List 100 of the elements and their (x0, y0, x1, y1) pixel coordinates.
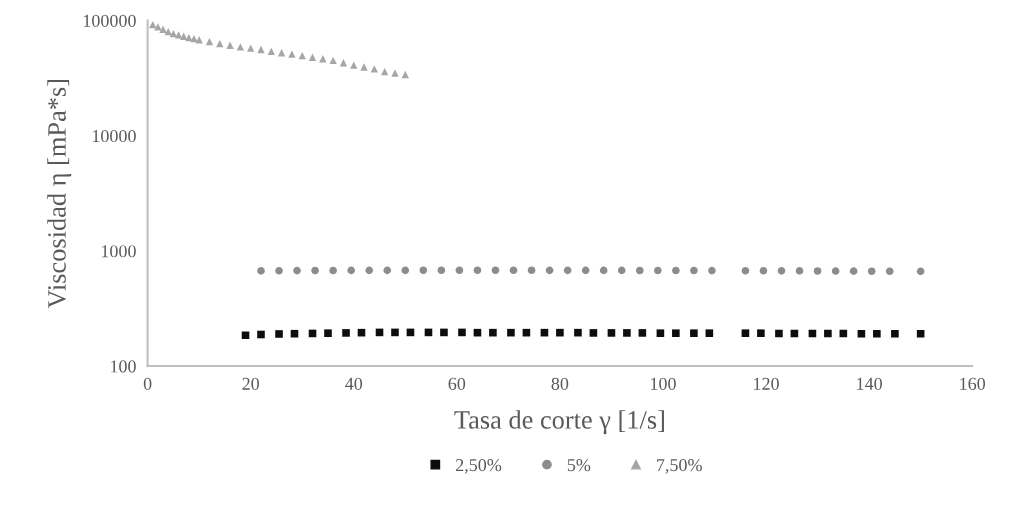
x-tick-label: 140 (857, 377, 882, 390)
point (489, 328, 497, 337)
point (473, 266, 482, 275)
point (277, 49, 286, 57)
point (440, 328, 448, 337)
point (777, 267, 786, 275)
point (311, 266, 319, 275)
point (635, 266, 644, 275)
point (607, 329, 616, 337)
point (916, 267, 925, 276)
point (154, 23, 162, 31)
point (824, 329, 832, 338)
point (216, 39, 224, 48)
y-axis-title: Viscosidad η [mPa*s] (47, 79, 72, 309)
point (757, 329, 765, 337)
point (401, 70, 409, 79)
point (672, 266, 680, 275)
point (437, 266, 446, 275)
x-tick-label: 0 (143, 377, 152, 390)
point (885, 267, 894, 276)
point (391, 328, 399, 337)
point (308, 53, 317, 61)
point (293, 266, 301, 275)
point (339, 59, 348, 67)
point (623, 329, 631, 337)
point (275, 266, 283, 275)
point (267, 47, 275, 55)
x-axis-title: Tasa de corte γ [1/s] (454, 410, 664, 435)
point (365, 266, 374, 275)
legend-label: 7,50% (657, 458, 702, 474)
x-tick-label: 160 (960, 377, 986, 390)
point (831, 267, 840, 275)
point (654, 266, 662, 275)
point (290, 329, 299, 338)
point (705, 329, 714, 337)
y-tick-label: 1000 (101, 245, 136, 258)
point (867, 267, 876, 276)
y-tick-label: 100 (111, 360, 136, 373)
legend-label: 5% (567, 458, 591, 472)
point (159, 25, 167, 33)
point (342, 329, 350, 337)
point (205, 37, 214, 46)
x-tick-label: 60 (448, 377, 466, 390)
point (509, 266, 518, 275)
point (247, 44, 255, 52)
x-tick-label: 40 (345, 377, 363, 390)
point (672, 329, 680, 337)
x-tick-label: 20 (242, 377, 260, 390)
point (638, 329, 647, 337)
point (873, 329, 881, 338)
point (257, 330, 265, 339)
point (849, 267, 858, 275)
point (813, 267, 822, 275)
point (347, 266, 355, 275)
point (370, 65, 379, 73)
point (419, 266, 428, 275)
point (324, 329, 332, 337)
point (329, 56, 337, 65)
point (617, 266, 626, 275)
point (275, 330, 283, 338)
point (599, 266, 608, 275)
point (241, 331, 250, 340)
x-tick-label: 120 (754, 377, 779, 390)
point (381, 67, 389, 76)
point (391, 69, 399, 77)
point (350, 61, 358, 69)
point (491, 266, 500, 275)
point (180, 32, 188, 40)
point (527, 266, 536, 275)
point (149, 20, 157, 29)
point (360, 63, 368, 71)
point (329, 266, 337, 275)
point (563, 266, 572, 275)
x-tick-label: 100 (651, 377, 676, 390)
point (236, 43, 245, 51)
point (795, 267, 804, 275)
point (857, 329, 866, 338)
point (690, 266, 698, 275)
point (226, 41, 234, 49)
point (581, 266, 590, 275)
point (708, 266, 716, 275)
legend-label: 2,50% (455, 458, 502, 474)
point (891, 329, 899, 338)
point (759, 266, 768, 275)
point (507, 328, 515, 337)
point (741, 329, 750, 337)
point (458, 328, 466, 337)
point (741, 266, 750, 275)
point (589, 329, 598, 337)
point (455, 266, 464, 275)
point (574, 328, 582, 337)
point (775, 329, 783, 338)
point (545, 266, 554, 275)
point (916, 329, 925, 338)
point (288, 50, 296, 58)
point (656, 329, 665, 337)
point (401, 266, 410, 275)
point (383, 266, 392, 275)
point (556, 328, 564, 337)
point (690, 329, 698, 337)
